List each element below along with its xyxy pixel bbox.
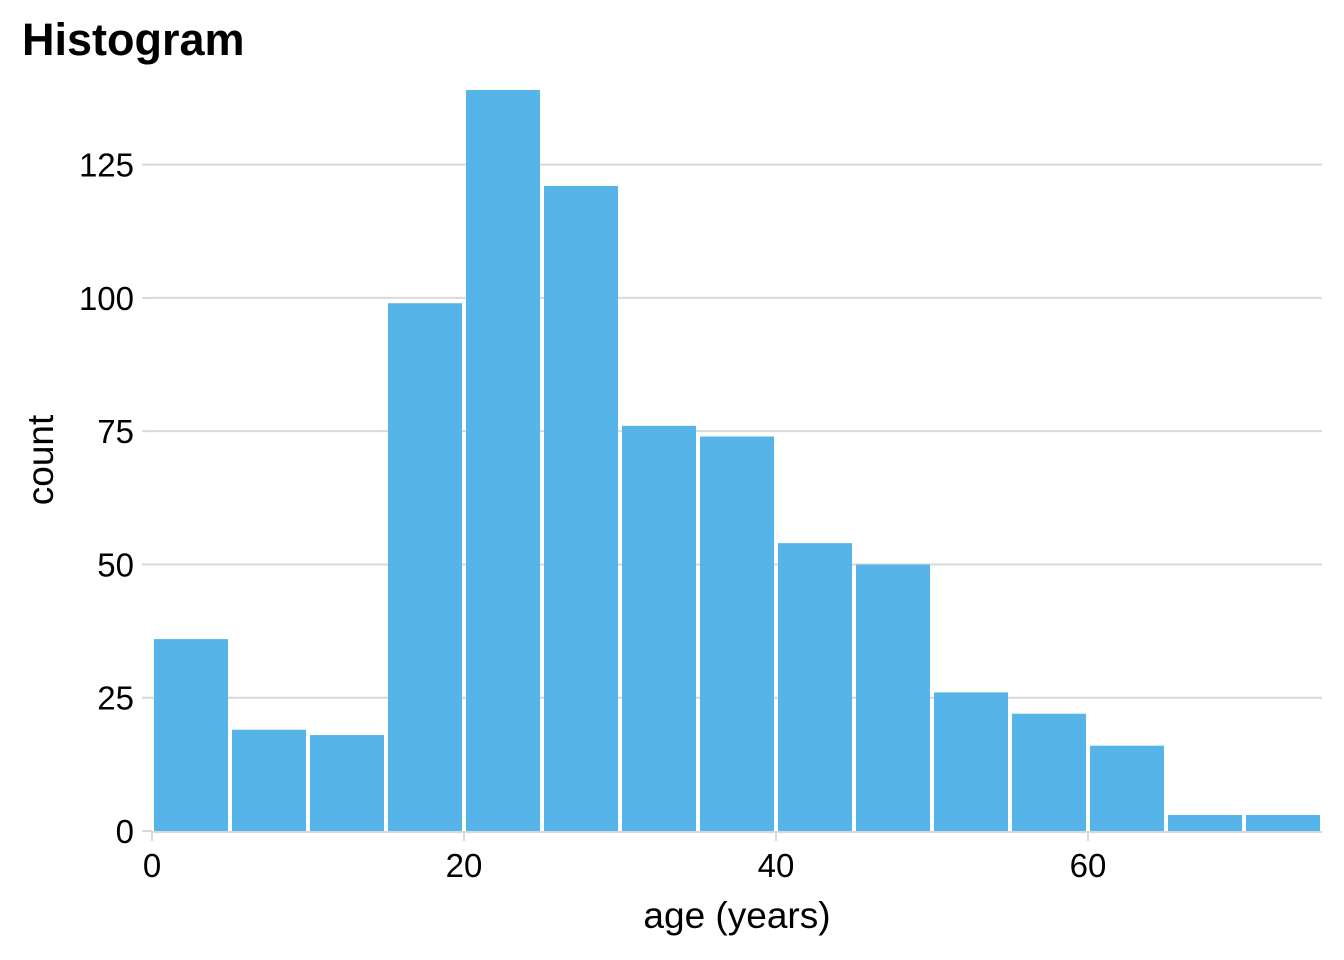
y-tick-label-25: 25 <box>97 680 134 717</box>
chart-title: Histogram <box>22 14 245 65</box>
y-tick-label-75: 75 <box>97 413 134 450</box>
bar-6 <box>622 425 696 831</box>
y-tick-label-100: 100 <box>79 280 134 317</box>
bar-3 <box>388 303 462 831</box>
bar-8 <box>778 543 852 831</box>
x-tick-label-0: 0 <box>143 847 161 884</box>
bar-7 <box>700 436 774 831</box>
x-tick-label-20: 20 <box>446 847 483 884</box>
x-axis-title: age (years) <box>643 895 830 936</box>
y-tick-label-0: 0 <box>116 813 134 850</box>
bar-2 <box>310 735 384 831</box>
bar-1 <box>232 729 306 831</box>
bar-13 <box>1168 815 1242 831</box>
bar-11 <box>1012 713 1086 831</box>
bar-9 <box>856 564 930 831</box>
bar-4 <box>466 90 540 831</box>
y-tick-label-125: 125 <box>79 147 134 184</box>
bar-12 <box>1090 745 1164 831</box>
x-tick-label-40: 40 <box>758 847 795 884</box>
x-tick-label-60: 60 <box>1070 847 1107 884</box>
bar-5 <box>544 185 618 831</box>
y-axis-ticks: 0 25 50 75 100 125 <box>79 147 152 850</box>
y-axis-title: count <box>20 414 61 505</box>
bar-14 <box>1246 815 1320 831</box>
x-axis-ticks: 0 20 40 60 <box>143 831 1107 884</box>
bar-0 <box>154 639 228 831</box>
bar-10 <box>934 692 1008 831</box>
y-tick-label-50: 50 <box>97 546 134 583</box>
bars <box>154 90 1320 831</box>
